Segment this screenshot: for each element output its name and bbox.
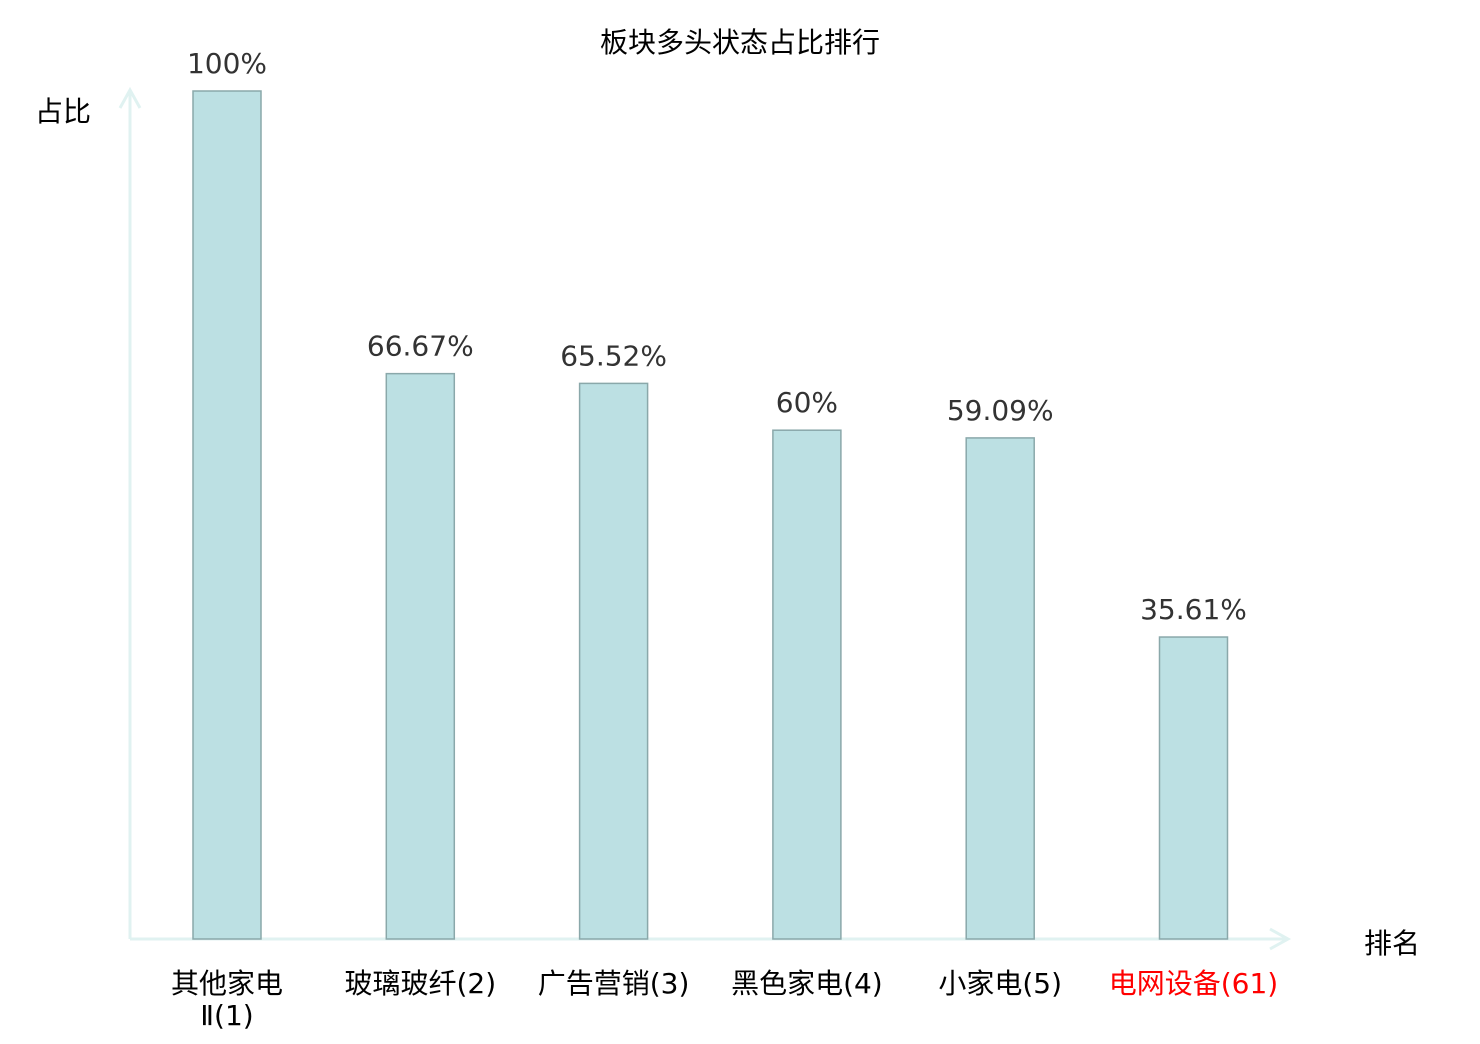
data-label: 100%	[187, 47, 267, 80]
bar	[1158, 636, 1229, 940]
data-label: 35.61%	[1140, 593, 1247, 626]
y-axis-label: 占比	[35, 95, 91, 128]
bar	[772, 429, 842, 940]
y-axis-arrow	[118, 86, 142, 109]
x-axis-label: 排名	[1364, 927, 1420, 960]
x-tick-label: Ⅱ(1)	[200, 999, 253, 1032]
data-label: 66.67%	[367, 330, 474, 363]
x-tick-label: 电网设备(61)	[1109, 967, 1278, 1000]
x-tick-label: 黑色家电(4)	[731, 967, 883, 1000]
bar	[385, 372, 456, 940]
x-tick-label: 广告营销(3)	[538, 967, 690, 1000]
bar	[965, 437, 1035, 940]
x-tick-label: 小家电(5)	[938, 967, 1062, 1000]
x-tick-label: 玻璃玻纤(2)	[344, 967, 496, 1000]
bar	[578, 382, 649, 940]
data-label: 65.52%	[560, 339, 667, 372]
data-label: 60%	[776, 386, 838, 419]
bar	[192, 90, 262, 940]
x-axis-arrow	[1269, 927, 1292, 951]
data-label: 59.09%	[947, 394, 1054, 427]
x-tick-label: 其他家电	[171, 967, 283, 1000]
axes	[118, 86, 1292, 951]
chart-title: 板块多头状态占比排行	[600, 26, 880, 59]
